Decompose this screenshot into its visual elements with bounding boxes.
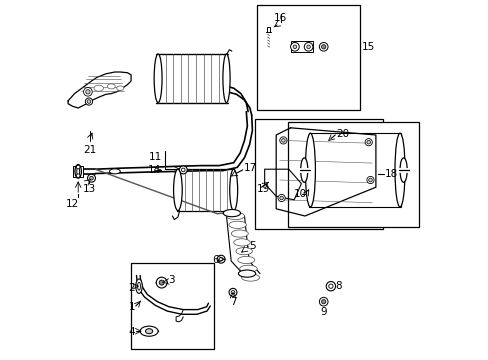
Text: 21: 21 bbox=[83, 145, 96, 155]
Bar bbox=[309, 133, 400, 207]
Circle shape bbox=[366, 176, 373, 184]
Ellipse shape bbox=[231, 291, 234, 294]
Text: 6: 6 bbox=[211, 255, 218, 265]
Circle shape bbox=[321, 45, 325, 49]
Ellipse shape bbox=[238, 270, 255, 277]
Ellipse shape bbox=[94, 85, 103, 91]
Circle shape bbox=[87, 100, 91, 103]
Circle shape bbox=[279, 137, 286, 144]
Text: 15: 15 bbox=[361, 42, 374, 52]
Ellipse shape bbox=[325, 282, 335, 291]
Circle shape bbox=[85, 98, 92, 105]
Text: 8: 8 bbox=[335, 281, 341, 291]
Circle shape bbox=[277, 194, 285, 202]
Circle shape bbox=[319, 42, 327, 51]
Ellipse shape bbox=[328, 284, 332, 288]
Text: 9: 9 bbox=[320, 307, 326, 317]
Ellipse shape bbox=[223, 54, 230, 103]
Ellipse shape bbox=[75, 165, 81, 178]
Text: 14: 14 bbox=[148, 165, 161, 175]
Circle shape bbox=[87, 174, 95, 182]
Ellipse shape bbox=[219, 257, 223, 261]
Text: 3: 3 bbox=[168, 275, 174, 285]
Circle shape bbox=[159, 280, 164, 285]
Text: 20: 20 bbox=[336, 129, 349, 139]
Text: 18: 18 bbox=[384, 168, 397, 179]
Ellipse shape bbox=[305, 133, 315, 207]
Bar bbox=[254, 119, 382, 229]
Ellipse shape bbox=[140, 326, 158, 336]
Ellipse shape bbox=[179, 166, 187, 174]
Ellipse shape bbox=[241, 274, 259, 281]
Ellipse shape bbox=[137, 282, 140, 290]
Ellipse shape bbox=[154, 54, 162, 103]
Ellipse shape bbox=[145, 329, 152, 334]
Ellipse shape bbox=[300, 158, 307, 183]
Circle shape bbox=[304, 42, 312, 51]
Text: 13: 13 bbox=[82, 184, 96, 194]
Ellipse shape bbox=[109, 169, 120, 174]
Circle shape bbox=[281, 139, 285, 142]
Text: 12: 12 bbox=[66, 199, 79, 210]
Ellipse shape bbox=[117, 86, 123, 90]
Ellipse shape bbox=[239, 265, 257, 273]
Circle shape bbox=[319, 297, 327, 306]
Circle shape bbox=[156, 277, 167, 288]
Circle shape bbox=[365, 139, 371, 146]
Text: 2: 2 bbox=[128, 283, 135, 293]
Ellipse shape bbox=[173, 169, 182, 211]
Circle shape bbox=[290, 42, 299, 51]
Circle shape bbox=[76, 174, 80, 177]
Circle shape bbox=[89, 176, 93, 180]
Ellipse shape bbox=[233, 239, 250, 246]
Text: 19: 19 bbox=[257, 184, 270, 194]
Circle shape bbox=[321, 300, 325, 304]
Ellipse shape bbox=[226, 212, 244, 220]
Ellipse shape bbox=[229, 169, 237, 211]
Text: 7: 7 bbox=[229, 297, 236, 307]
Text: 10: 10 bbox=[294, 189, 306, 199]
Bar bbox=[287, 122, 418, 227]
Ellipse shape bbox=[223, 210, 240, 217]
Text: 17: 17 bbox=[244, 163, 257, 173]
Ellipse shape bbox=[231, 230, 248, 237]
Ellipse shape bbox=[237, 256, 254, 264]
Ellipse shape bbox=[235, 248, 252, 255]
Ellipse shape bbox=[136, 279, 142, 293]
Ellipse shape bbox=[228, 288, 237, 296]
Ellipse shape bbox=[228, 221, 246, 228]
Circle shape bbox=[306, 45, 310, 49]
Ellipse shape bbox=[394, 133, 404, 207]
Bar bbox=[266, 27, 270, 32]
Circle shape bbox=[279, 196, 283, 200]
Circle shape bbox=[83, 87, 92, 96]
Bar bbox=[257, 5, 359, 110]
Ellipse shape bbox=[217, 255, 224, 263]
Text: 4: 4 bbox=[128, 327, 135, 337]
Bar bbox=[291, 41, 312, 52]
Ellipse shape bbox=[399, 158, 407, 183]
Circle shape bbox=[366, 140, 370, 144]
Text: 5: 5 bbox=[249, 240, 255, 251]
Text: 1: 1 bbox=[128, 302, 135, 312]
Bar bbox=[73, 166, 83, 177]
Text: 16: 16 bbox=[273, 13, 286, 23]
Ellipse shape bbox=[77, 167, 80, 175]
Ellipse shape bbox=[181, 168, 185, 172]
Ellipse shape bbox=[107, 84, 115, 89]
Text: 11: 11 bbox=[148, 152, 162, 162]
Bar bbox=[131, 263, 213, 349]
Circle shape bbox=[292, 45, 296, 49]
Circle shape bbox=[85, 90, 90, 94]
Circle shape bbox=[368, 178, 371, 182]
Circle shape bbox=[76, 165, 80, 169]
